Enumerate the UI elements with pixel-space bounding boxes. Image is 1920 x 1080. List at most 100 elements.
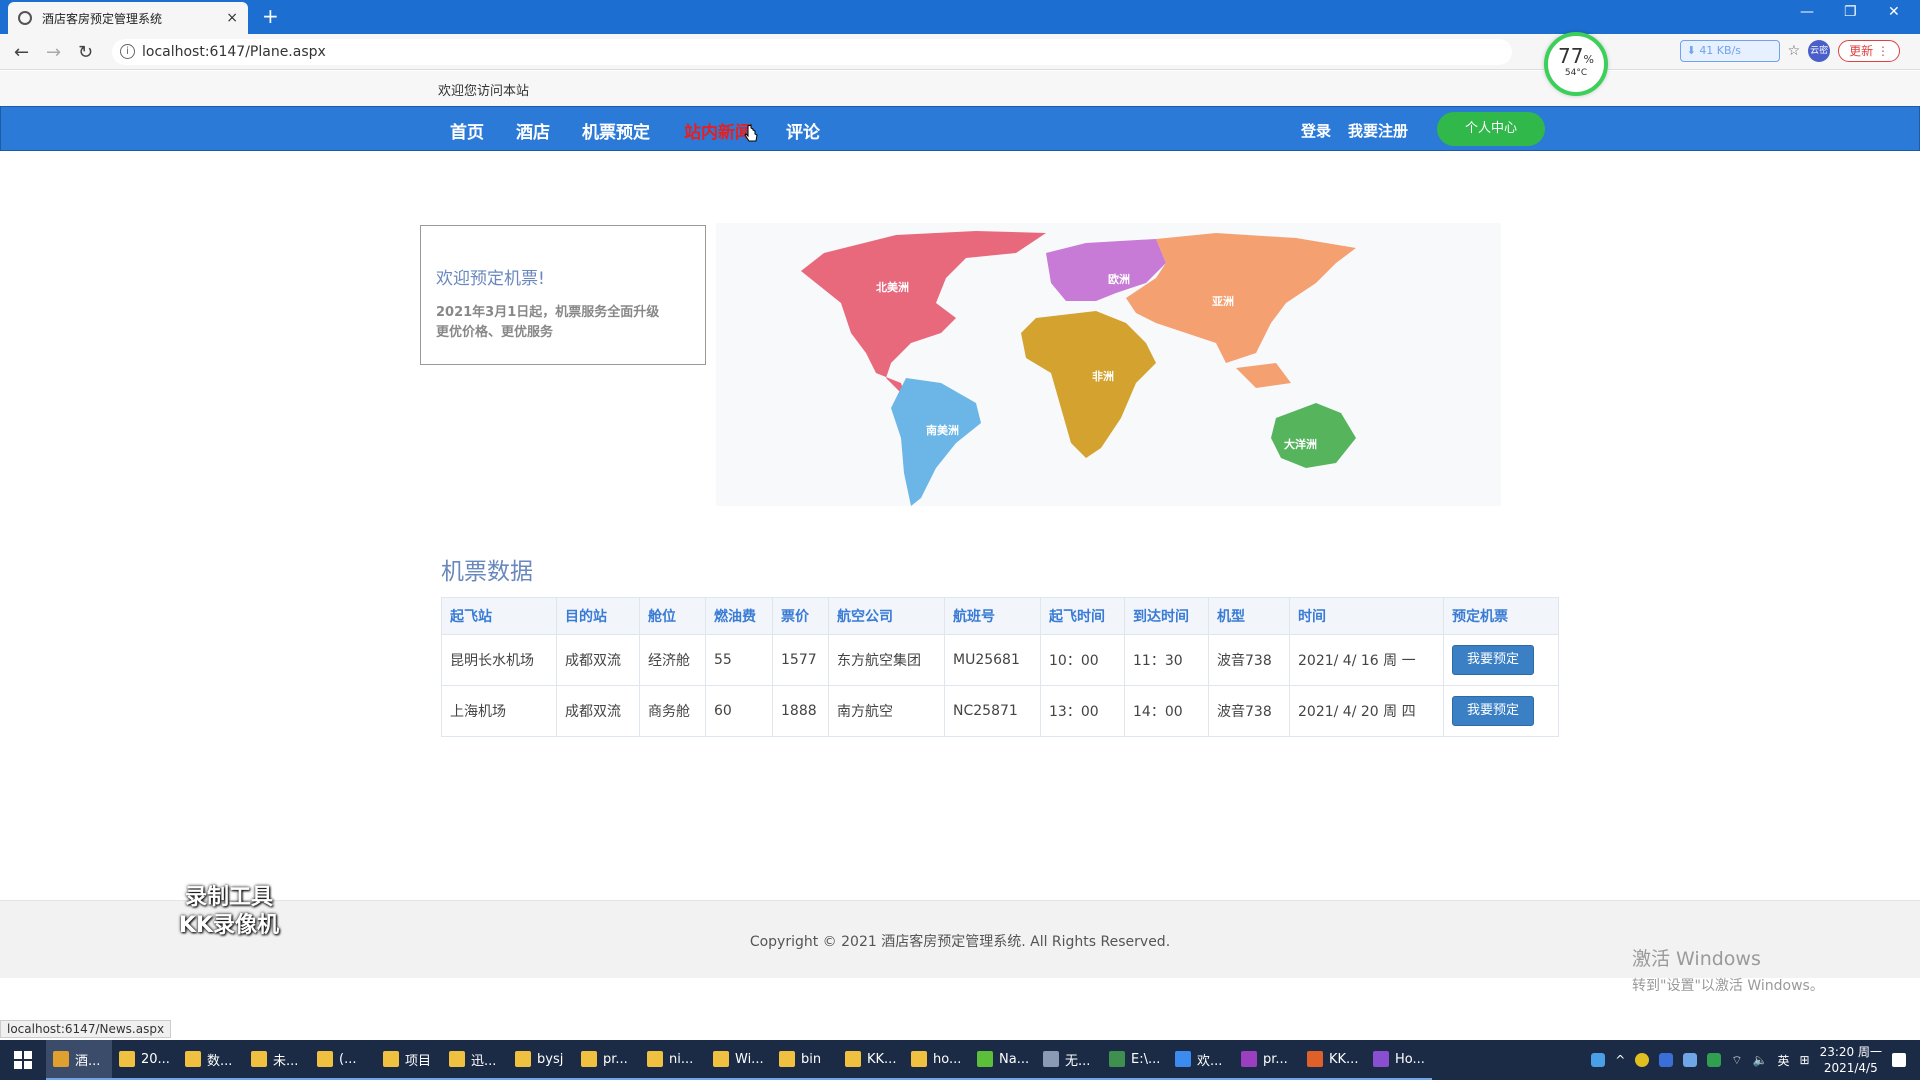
register-link[interactable]: 我要注册 — [1348, 122, 1409, 140]
url-field[interactable]: i localhost:6147/Plane.aspx — [112, 39, 1512, 65]
col-header-aircraft: 机型 — [1208, 597, 1290, 635]
minimize-icon[interactable]: — — [1800, 4, 1814, 20]
app-icon — [53, 1051, 69, 1067]
label-asia: 亚洲 — [1212, 295, 1234, 308]
avatar[interactable]: 云密 — [1808, 40, 1831, 62]
cell-book: 我要预定 — [1443, 634, 1559, 686]
taskbar-item-label: 项目 — [405, 1053, 432, 1069]
app-icon — [845, 1051, 861, 1067]
chevron-up-icon[interactable]: ^ — [1615, 1053, 1626, 1067]
taskbar-item[interactable]: 迅... — [442, 1040, 508, 1080]
new-tab-button[interactable]: + — [262, 4, 279, 28]
keyboard-icon[interactable]: ⊞ — [1799, 1053, 1810, 1067]
nav-flight-booking[interactable]: 机票预定 — [582, 123, 650, 143]
cell-date: 2021/ 4/ 16 周 一 — [1289, 634, 1444, 686]
taskbar-item[interactable]: 无... — [1036, 1040, 1102, 1080]
cell-date: 2021/ 4/ 20 周 四 — [1289, 685, 1444, 737]
col-header-fuel-fee: 燃油费 — [705, 597, 773, 635]
label-oceania: 大洋洲 — [1284, 437, 1317, 451]
nav-hotel[interactable]: 酒店 — [516, 123, 550, 143]
cell-cabin: 商务舱 — [639, 685, 706, 737]
tray-app-icon[interactable] — [1635, 1053, 1650, 1067]
cell-airline: 东方航空集团 — [828, 634, 945, 686]
start-button[interactable] — [0, 1040, 46, 1080]
taskbar-item[interactable]: 数... — [178, 1040, 244, 1080]
page-footer: Copyright © 2021 酒店客房预定管理系统. All Rights … — [0, 900, 1920, 978]
tab-close-icon[interactable]: × — [226, 10, 238, 26]
taskbar-item[interactable]: pr... — [574, 1040, 640, 1080]
taskbar-item[interactable]: E:\... — [1102, 1040, 1168, 1080]
ime-indicator[interactable]: 英 — [1777, 1053, 1790, 1068]
windows-logo-icon — [14, 1051, 32, 1069]
taskbar-item[interactable]: bin — [772, 1040, 838, 1080]
clock-date: 2021/4/5 — [1823, 1061, 1878, 1075]
wifi-icon[interactable]: ⌔ — [1731, 1052, 1743, 1067]
book-button[interactable]: 我要预定 — [1452, 645, 1534, 675]
col-header-book: 预定机票 — [1443, 597, 1559, 635]
tray-app-icon[interactable] — [1683, 1053, 1698, 1067]
browser-tab[interactable]: 酒店客房预定管理系统 × — [8, 2, 248, 34]
taskbar-item[interactable]: 欢... — [1168, 1040, 1234, 1080]
taskbar-item-label: (... — [339, 1051, 357, 1067]
taskbar-item[interactable]: KK... — [1300, 1040, 1366, 1080]
star-icon[interactable]: ☆ — [1787, 43, 1801, 59]
taskbar-item[interactable]: pr... — [1234, 1040, 1300, 1080]
back-icon[interactable]: ← — [14, 42, 30, 63]
nav-home[interactable]: 首页 — [450, 123, 484, 143]
taskbar-item[interactable]: KK... — [838, 1040, 904, 1080]
cloud-download-extension[interactable]: ⬇ 41 KB/s — [1679, 40, 1780, 62]
promo-line-2: 更优价格、更优服务 — [436, 325, 554, 340]
north-america-shape — [801, 231, 1046, 398]
label-europe: 欧洲 — [1108, 272, 1130, 286]
taskbar-item[interactable]: 酒... — [46, 1040, 112, 1080]
taskbar-item-label: pr... — [1263, 1051, 1288, 1067]
nav-site-news[interactable]: 站内新闻 — [684, 123, 752, 143]
cell-aircraft: 波音738 — [1208, 634, 1290, 686]
mouse-cursor-icon — [744, 124, 758, 142]
app-icon — [119, 1051, 135, 1067]
taskbar-item-label: bysj — [537, 1051, 564, 1067]
taskbar-item[interactable]: 项目 — [376, 1040, 442, 1080]
nav-comments[interactable]: 评论 — [786, 123, 820, 143]
app-icon — [779, 1051, 795, 1067]
globe-icon — [18, 11, 32, 25]
forward-icon[interactable]: → — [46, 42, 62, 63]
cell-arrive-time: 14：00 — [1124, 685, 1209, 737]
cell-destination: 成都双流 — [556, 685, 640, 737]
info-icon[interactable]: i — [120, 44, 135, 59]
taskbar-item[interactable]: 20... — [112, 1040, 178, 1080]
cell-flight-no: MU25681 — [944, 634, 1041, 686]
cpu-percent-unit: % — [1583, 53, 1594, 66]
taskbar-item[interactable]: 未... — [244, 1040, 310, 1080]
taskbar-item[interactable]: Ho... — [1366, 1040, 1432, 1080]
tray-app-icon[interactable] — [1659, 1053, 1674, 1067]
notification-icon[interactable] — [1892, 1053, 1906, 1067]
taskbar-item[interactable]: ni... — [640, 1040, 706, 1080]
app-icon — [581, 1051, 597, 1067]
cpu-gauge[interactable]: 77% 54°C — [1544, 32, 1608, 96]
taskbar-item-label: 无... — [1065, 1053, 1091, 1069]
update-button[interactable]: 更新 ⋮ — [1838, 40, 1900, 62]
tray-app-icon[interactable] — [1707, 1053, 1722, 1067]
book-button[interactable]: 我要预定 — [1452, 696, 1534, 726]
login-link[interactable]: 登录 — [1301, 122, 1332, 140]
app-icon — [1109, 1051, 1125, 1067]
restore-icon[interactable]: ❐ — [1844, 4, 1857, 20]
cell-aircraft: 波音738 — [1208, 685, 1290, 737]
taskbar-item[interactable]: Wi... — [706, 1040, 772, 1080]
clock[interactable]: 23:20 周一 2021/4/5 — [1820, 1044, 1882, 1076]
volume-icon[interactable]: 🔈 — [1752, 1053, 1768, 1067]
taskbar-item[interactable]: (... — [310, 1040, 376, 1080]
app-icon — [383, 1051, 399, 1067]
taskbar-item[interactable]: ho... — [904, 1040, 970, 1080]
cell-depart-time: 10：00 — [1040, 634, 1125, 686]
app-icon — [1241, 1051, 1257, 1067]
col-header-departure: 起飞站 — [441, 597, 557, 635]
reload-icon[interactable]: ↻ — [78, 42, 94, 63]
col-header-airline: 航空公司 — [828, 597, 945, 635]
close-window-icon[interactable]: ✕ — [1888, 4, 1900, 20]
user-center-button[interactable]: 个人中心 — [1437, 112, 1545, 146]
taskbar-item[interactable]: Na... — [970, 1040, 1036, 1080]
tray-app-icon[interactable] — [1591, 1053, 1606, 1067]
taskbar-item[interactable]: bysj — [508, 1040, 574, 1080]
